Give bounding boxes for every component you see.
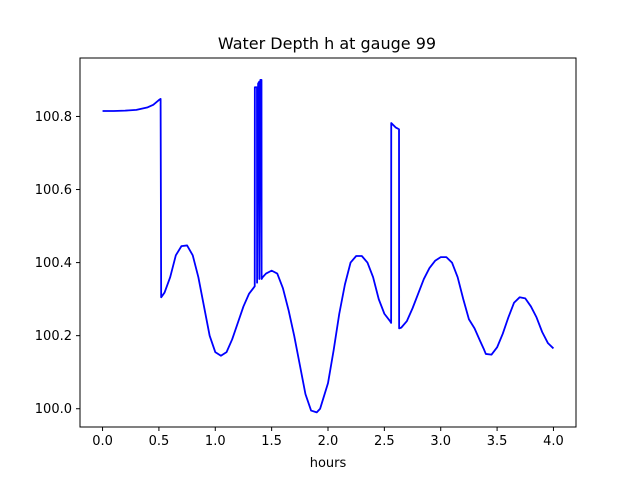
y-tick-label: 100.0: [35, 402, 72, 417]
y-tick-label: 100.2: [35, 329, 72, 344]
x-tick-label: 1.0: [205, 434, 226, 449]
x-tick-label: 2.5: [374, 434, 395, 449]
x-axis-label: hours: [310, 456, 347, 471]
x-axis: 0.0 0.5 1.0 1.5 2.0 2.5 3.0 3.5 4.0: [92, 427, 564, 449]
y-tick-label: 100.4: [35, 256, 72, 271]
y-tick-label: 100.6: [35, 183, 72, 198]
x-tick-label: 1.5: [261, 434, 282, 449]
plot-area: [102, 79, 555, 414]
x-tick-label: 4.0: [543, 434, 564, 449]
series-line-water-depth: [102, 79, 555, 414]
axes-frame: [79, 57, 577, 428]
y-axis: 100.0 100.2 100.4 100.6 100.8: [35, 110, 80, 417]
y-tick-label: 100.8: [35, 110, 72, 125]
x-tick-label: 3.5: [487, 434, 508, 449]
chart-title: Water Depth h at gauge 99: [218, 34, 436, 53]
x-tick-label: 3.0: [430, 434, 451, 449]
x-tick-label: 2.0: [318, 434, 339, 449]
x-tick-label: 0.0: [92, 434, 113, 449]
x-tick-label: 0.5: [149, 434, 170, 449]
